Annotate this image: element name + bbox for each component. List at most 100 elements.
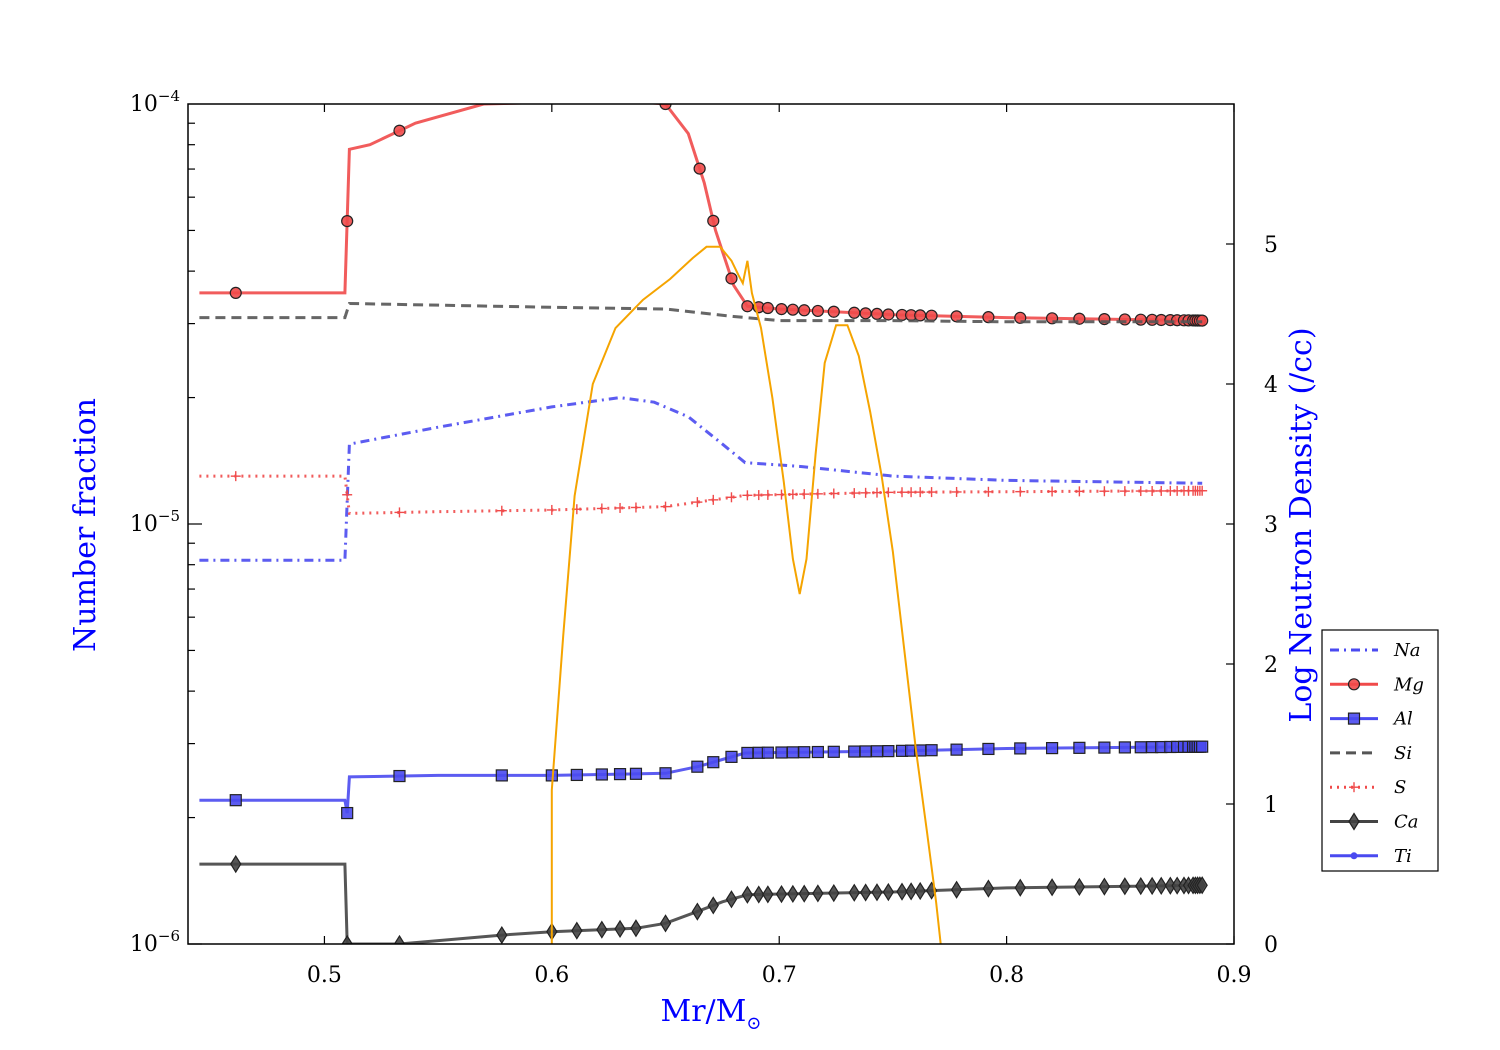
marker-s — [828, 488, 839, 499]
marker-ca — [707, 896, 719, 915]
marker-al — [613, 768, 627, 781]
marker-ca — [1155, 876, 1167, 895]
legend: Na Mg Al Si S Ca Ti — [1321, 629, 1439, 872]
marker-s — [1047, 486, 1058, 497]
marker-al — [798, 746, 811, 759]
marker-s — [1099, 486, 1110, 497]
marker-s — [983, 486, 994, 497]
y-right-tick-label: 5 — [1264, 233, 1278, 258]
y-right-tick-label: 3 — [1264, 513, 1278, 538]
marker-s — [1197, 485, 1208, 496]
marker-s — [615, 502, 626, 513]
marker-ca — [950, 880, 963, 899]
marker-mg — [741, 300, 754, 313]
marker-mg — [859, 307, 872, 320]
series-s — [199, 471, 1208, 518]
series-line-ca — [199, 862, 1203, 944]
marker-ca — [787, 884, 799, 904]
marker-s — [230, 471, 241, 482]
marker-al — [811, 745, 824, 759]
marker-s — [1074, 486, 1085, 497]
marker-al — [570, 768, 583, 782]
marker-al — [393, 769, 406, 783]
marker-s — [871, 487, 882, 498]
right-axis-title: Log Neutron Density (/cc) — [1284, 327, 1319, 722]
marker-ca — [725, 890, 738, 909]
series-ca — [199, 854, 1208, 944]
marker-al — [659, 767, 672, 780]
y-right-tick-label: 2 — [1264, 653, 1278, 678]
marker-s — [906, 487, 917, 498]
marker-mg — [341, 215, 354, 228]
legend-label-ti: Ti — [1394, 846, 1412, 867]
marker-mg — [775, 303, 788, 316]
marker-al — [1098, 741, 1111, 754]
marker-s — [1135, 486, 1146, 497]
y-right-tick-label: 4 — [1264, 373, 1278, 398]
x-axis-title: Mr/M⊙ — [661, 994, 762, 1034]
marker-al — [707, 756, 720, 769]
legend-label-na: Na — [1393, 640, 1420, 661]
marker-s — [546, 504, 557, 515]
legend-frame — [1321, 629, 1439, 872]
series-si — [199, 301, 1203, 324]
marker-ca — [571, 921, 583, 940]
series-mg — [199, 104, 1209, 327]
marker-mg — [914, 309, 927, 322]
marker-s — [342, 489, 353, 500]
marker-ca — [1046, 878, 1058, 897]
marker-s — [1147, 485, 1158, 496]
marker-al — [882, 745, 895, 758]
marker-mg — [761, 301, 774, 315]
marker-al — [1073, 741, 1086, 754]
marker-al — [848, 745, 861, 758]
marker-s — [630, 502, 641, 513]
marker-ca — [882, 882, 895, 902]
marker-mg — [786, 303, 799, 316]
y-left-tick-label: 10−6 — [130, 927, 180, 957]
series-line-mg — [199, 104, 1203, 323]
marker-ca — [1135, 876, 1147, 896]
marker-al — [691, 760, 704, 773]
marker-ca — [230, 854, 242, 874]
legend-label-ca: Ca — [1394, 812, 1419, 833]
x-tick-label: 0.5 — [307, 963, 342, 988]
marker-s — [915, 487, 926, 498]
marker-ca — [630, 919, 642, 938]
marker-mg — [827, 305, 840, 318]
marker-s — [753, 490, 764, 501]
marker-ca — [614, 919, 626, 939]
marker-s — [897, 487, 908, 498]
marker-mg — [229, 286, 242, 300]
marker-ca — [1196, 876, 1208, 895]
series-line-si — [199, 301, 1203, 324]
series-line-al — [199, 745, 1203, 814]
legend-label-al: Al — [1392, 709, 1413, 730]
x-tick-label: 0.8 — [989, 963, 1024, 988]
marker-ca — [762, 885, 774, 904]
marker-ca — [596, 920, 608, 939]
legend-label-mg: Mg — [1393, 674, 1424, 695]
marker-ca — [691, 902, 704, 921]
marker-mg — [393, 124, 406, 137]
marker-ca — [775, 884, 788, 904]
marker-al — [1196, 740, 1209, 753]
marker-al — [341, 806, 354, 820]
marker-al — [1118, 741, 1131, 754]
marker-al — [925, 744, 938, 757]
marker-al — [827, 745, 840, 758]
marker-ca — [896, 882, 908, 901]
marker-ca — [859, 883, 872, 902]
marker-ca — [393, 934, 406, 944]
legend-label-si: Si — [1394, 743, 1412, 764]
marker-s — [799, 489, 810, 500]
marker-al — [629, 767, 643, 780]
legend-marker-mg — [1347, 678, 1361, 691]
series-al — [199, 740, 1209, 820]
marker-al — [495, 769, 508, 782]
marker-ca — [798, 884, 810, 903]
marker-s — [1015, 486, 1026, 497]
marker-ca — [1098, 877, 1111, 896]
legend-marker-al — [1347, 712, 1361, 725]
marker-s — [1119, 486, 1130, 497]
